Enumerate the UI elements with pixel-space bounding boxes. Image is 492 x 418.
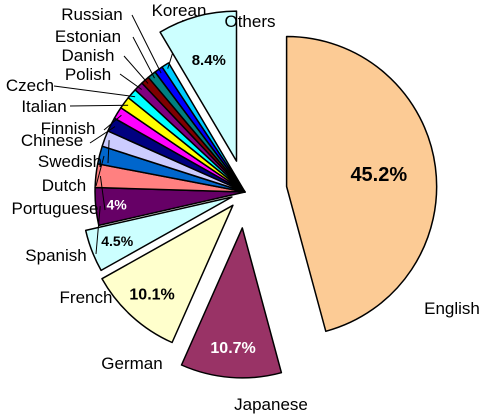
- category-label-portuguese: Portuguese: [12, 199, 99, 218]
- category-label-spanish: Spanish: [25, 246, 86, 265]
- category-label-estonian: Estonian: [55, 27, 121, 46]
- data-label-english: 45.2%: [350, 164, 407, 186]
- slice-japanese: [180, 227, 283, 379]
- category-label-italian: Italian: [21, 97, 66, 116]
- data-label-french: 4.5%: [101, 233, 133, 249]
- slice-others: [159, 10, 238, 162]
- leader-line-danish: [123, 55, 149, 84]
- category-label-others: Others: [224, 12, 275, 31]
- category-label-polish: Polish: [65, 65, 111, 84]
- leader-line-chinese: [89, 126, 116, 144]
- data-label-others: 8.4%: [192, 52, 226, 69]
- category-label-finnish: Finnish: [41, 119, 96, 138]
- slice-korean: [161, 62, 246, 193]
- category-label-japanese: Japanese: [234, 395, 308, 414]
- leader-line-spanish: [95, 206, 101, 255]
- data-label-japanese: 10.7%: [210, 340, 255, 357]
- slice-german: [101, 204, 234, 344]
- category-label-german: German: [101, 354, 162, 373]
- category-label-dutch: Dutch: [42, 176, 86, 195]
- leader-line-russian: [131, 14, 162, 74]
- slice-french: [84, 196, 233, 272]
- data-label-spanish: 4%: [106, 196, 127, 212]
- data-label-german: 10.1%: [129, 287, 174, 304]
- leader-line-italian: [69, 104, 129, 107]
- category-label-korean: Korean: [152, 1, 207, 20]
- category-label-chinese: Chinese: [21, 131, 83, 150]
- leader-line-portuguese: [99, 176, 106, 211]
- leader-line-estonian: [132, 36, 155, 79]
- category-label-english: English: [424, 299, 480, 318]
- slice-english: [285, 35, 438, 333]
- leader-line-polish: [119, 73, 142, 90]
- category-label-danish: Danish: [62, 46, 115, 65]
- leader-line-finnish: [103, 114, 122, 131]
- category-label-swedish: Swedish: [38, 152, 102, 171]
- leader-line-dutch: [95, 155, 105, 187]
- leader-line-czech: [53, 85, 136, 98]
- leader-line-swedish: [107, 140, 110, 164]
- category-label-french: French: [60, 288, 113, 307]
- category-label-russian: Russian: [61, 5, 122, 24]
- category-label-czech: Czech: [6, 76, 54, 95]
